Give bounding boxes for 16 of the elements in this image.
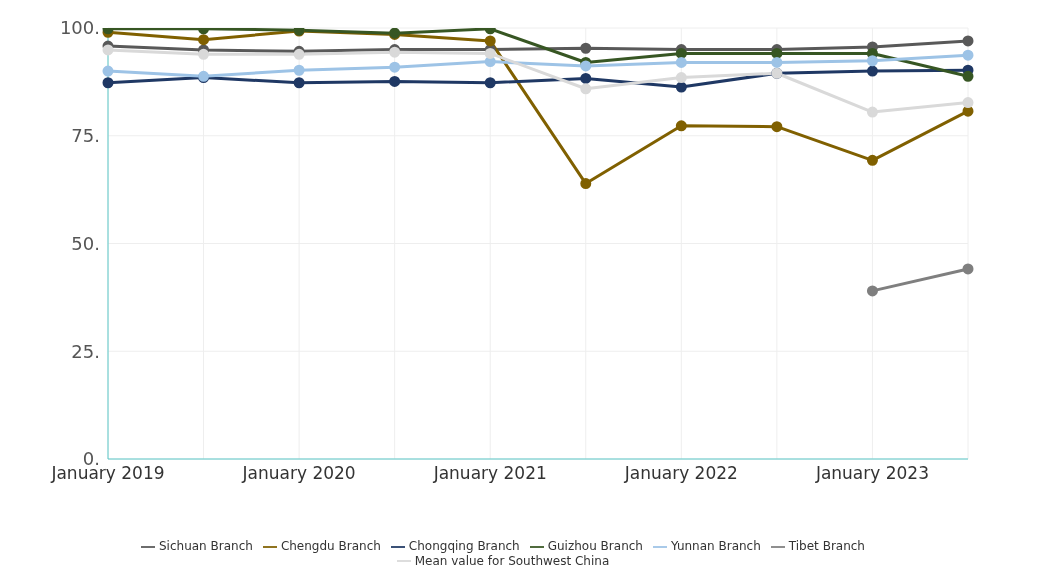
legend-label: Chongqing Branch	[408, 539, 520, 553]
legend-label: Mean value for Southwest China	[414, 553, 610, 568]
x-tick-label: January 2020	[241, 463, 356, 484]
legend-label: Tibet Branch	[788, 539, 865, 553]
y-tick-label: 25.	[71, 340, 100, 362]
x-tick-label: January 2022	[623, 463, 738, 484]
legend-label: Sichuan Branch	[159, 539, 253, 553]
legend-label: Chengdu Branch	[280, 539, 381, 553]
y-tick-label: 75.	[71, 125, 100, 147]
y-tick-label: 0.	[82, 448, 100, 470]
y-tick-label: 50.	[71, 232, 100, 254]
legend-label: Guizhou Branch	[547, 539, 643, 553]
x-tick-label: January 2023	[814, 463, 930, 484]
legend-label: Yunnan Branch	[670, 539, 761, 553]
y-tick-label: 100.	[59, 17, 100, 39]
x-tick-label: January 2021	[432, 463, 547, 484]
